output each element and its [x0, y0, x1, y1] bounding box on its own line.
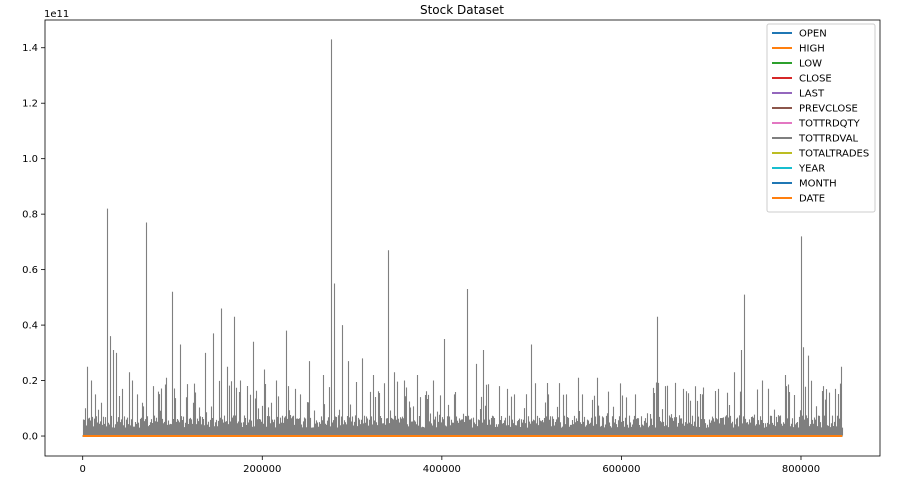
legend-label: DATE [799, 194, 825, 205]
legend-label: HIGH [799, 44, 825, 55]
x-tick-label: 400000 [423, 464, 461, 475]
y-tick-label: 0.4 [22, 321, 38, 332]
y-tick-label: 1.4 [22, 43, 38, 54]
plot-area [82, 39, 844, 438]
legend-label: MONTH [799, 179, 837, 190]
y-tick-label: 0.6 [22, 265, 38, 276]
legend: OPEN HIGH LOW CLOSE LAST PREVCLOSE TOTTRDQTY TO… [766, 23, 876, 213]
y-tick-label: 1.0 [22, 154, 38, 165]
legend-label: TOTTRDVAL [798, 134, 859, 145]
legend-label: PREVCLOSE [799, 104, 858, 115]
legend-label: TOTTRDQTY [798, 119, 861, 130]
legend-label: OPEN [799, 29, 827, 40]
legend-box [766, 23, 876, 213]
axes-frame [44, 19, 881, 457]
x-tick-label: 200000 [243, 464, 281, 475]
legend-label: CLOSE [799, 74, 832, 85]
legend-label: LAST [799, 89, 825, 100]
x-tick-label: 0 [80, 464, 86, 475]
y-axis-offset-text: 1e11 [44, 9, 69, 20]
legend-label: TOTALTRADES [798, 149, 869, 160]
x-tick-label: 600000 [602, 464, 640, 475]
y-tick-label: 0.8 [22, 210, 38, 221]
series-line-tottrdval [82, 39, 844, 436]
chart-title: Stock Dataset [420, 3, 504, 17]
y-tick-label: 1.2 [22, 99, 38, 110]
y-tick-label: 0.2 [22, 376, 38, 387]
legend-label: LOW [799, 59, 822, 70]
x-tick-label: 800000 [782, 464, 820, 475]
y-tick-label: 0.0 [22, 432, 38, 443]
axes: 0 200000 400000 600000 800000 0.0 0.2 0.4 0.6 0.8… [22, 19, 881, 475]
legend-label: YEAR [798, 164, 825, 175]
